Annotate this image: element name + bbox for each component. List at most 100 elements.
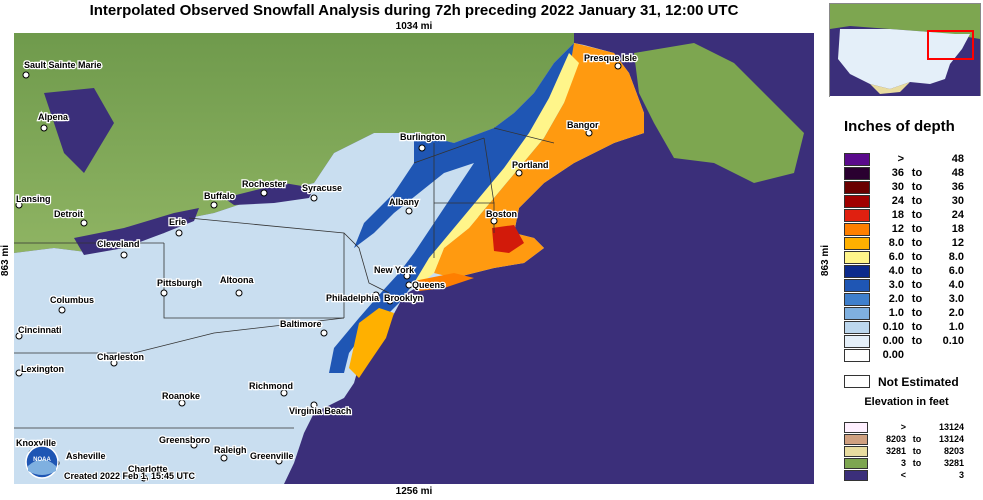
city-queens: Queens: [405, 279, 446, 291]
svg-text:Portland: Portland: [512, 160, 549, 170]
city-erie: Erie: [168, 216, 187, 237]
lake-huron: [44, 88, 114, 173]
maritimes-land: [634, 43, 804, 183]
city-rochester: Rochester: [241, 178, 288, 197]
legend-panel: Inches of depth >48 36 to 48 30 to 36 24 to 30…: [830, 96, 983, 500]
legend-title: Inches of depth: [844, 118, 955, 135]
svg-text:Greensboro: Greensboro: [159, 435, 211, 445]
city-new-york: New York: [373, 264, 416, 280]
legend-swatch: [844, 422, 868, 433]
legend-swatch: [844, 223, 870, 236]
snowfall-map[interactable]: Sault Sainte Marie Presque Isle Alpena B…: [14, 33, 814, 484]
city-lexington: Lexington: [15, 363, 65, 377]
city-charleston: Charleston: [96, 351, 145, 367]
distance-label-top: 1034 mi: [395, 21, 433, 32]
city-syracuse: Syracuse: [301, 182, 343, 202]
svg-text:Alpena: Alpena: [38, 112, 69, 122]
legend-swatch: [844, 321, 870, 334]
legend-swatch: [844, 209, 870, 222]
svg-text:Burlington: Burlington: [400, 132, 446, 142]
svg-text:Cincinnati: Cincinnati: [18, 325, 62, 335]
city-lansing: Lansing: [15, 193, 52, 209]
svg-text:Virginia Beach: Virginia Beach: [289, 406, 351, 416]
city-sault-sainte-marie: Sault Sainte Marie: [22, 59, 103, 79]
noaa-logo: NOAA: [25, 445, 59, 479]
city-charlotte: Charlotte: [127, 463, 169, 482]
svg-text:Erie: Erie: [169, 217, 186, 227]
svg-text:Richmond: Richmond: [249, 381, 293, 391]
svg-text:Pittsburgh: Pittsburgh: [157, 278, 202, 288]
inset-us: [838, 29, 970, 89]
legend-swatch: [844, 446, 868, 457]
legend-swatch: [844, 237, 870, 250]
svg-text:Syracuse: Syracuse: [302, 183, 342, 193]
legend-swatch: [844, 195, 870, 208]
svg-text:Lansing: Lansing: [16, 194, 51, 204]
city-virginia-beach: Virginia Beach: [288, 401, 353, 417]
city-portland: Portland: [511, 159, 550, 177]
legend-swatch: [844, 251, 870, 264]
lake-ontario: [224, 183, 314, 205]
svg-text:Roanoke: Roanoke: [162, 391, 200, 401]
city-bangor: Bangor: [566, 119, 600, 137]
snow-band-red: [492, 225, 524, 253]
city-greensboro: Greensboro: [158, 434, 212, 449]
svg-text:Queens: Queens: [412, 280, 445, 290]
legend-swatch: [844, 375, 870, 388]
distance-label-left: 863 mi: [0, 244, 12, 277]
svg-text:Greenville: Greenville: [250, 451, 294, 461]
svg-text:Bangor: Bangor: [567, 120, 599, 130]
city-richmond: Richmond: [248, 380, 294, 397]
city-cincinnati: Cincinnati: [15, 324, 63, 340]
svg-text:Albany: Albany: [389, 197, 419, 207]
svg-text:Presque Isle: Presque Isle: [584, 53, 637, 63]
svg-text:Altoona: Altoona: [220, 275, 254, 285]
city-buffalo: Buffalo: [203, 190, 237, 209]
svg-text:New York: New York: [374, 265, 415, 275]
legend-swatch: [844, 470, 868, 481]
svg-text:Charleston: Charleston: [97, 352, 144, 362]
map-title: Interpolated Observed Snowfall Analysis …: [89, 2, 739, 19]
legend-swatch: [844, 167, 870, 180]
legend-swatch: [844, 279, 870, 292]
city-brooklyn: Brooklyn: [383, 292, 424, 305]
inset-focus-box: [927, 30, 974, 60]
svg-text:Brooklyn: Brooklyn: [384, 293, 423, 303]
city-alpena: Alpena: [37, 111, 70, 132]
snow-band-longisland: [414, 273, 474, 291]
svg-text:Sault Sainte Marie: Sault Sainte Marie: [24, 60, 102, 70]
elevation-legend-title: Elevation in feet: [864, 396, 949, 408]
city-columbus: Columbus: [49, 294, 95, 314]
city-greenville: Greenville: [249, 450, 295, 465]
snow-band-yellow: [414, 53, 579, 283]
svg-text:NOAA: NOAA: [33, 457, 51, 463]
legend-swatch: [844, 307, 870, 320]
legend-swatch: [844, 265, 870, 278]
legend-swatch: [844, 153, 870, 166]
inset-overview-map[interactable]: [829, 3, 981, 97]
svg-text:Baltimore: Baltimore: [280, 319, 322, 329]
city-roanoke: Roanoke: [161, 390, 201, 407]
svg-text:Charlotte: Charlotte: [128, 464, 168, 474]
city-raleigh: Raleigh: [213, 444, 248, 462]
city-albany: Albany: [388, 196, 420, 215]
svg-text:Asheville: Asheville: [66, 451, 106, 461]
svg-text:Rochester: Rochester: [242, 179, 287, 189]
city-detroit: Detroit: [53, 208, 88, 227]
svg-text:Columbus: Columbus: [50, 295, 94, 305]
distance-label-bottom: 1256 mi: [395, 486, 433, 497]
svg-text:Boston: Boston: [486, 209, 517, 219]
legend-swatch: [844, 458, 868, 469]
city-cleveland: Cleveland: [96, 238, 141, 259]
svg-text:Detroit: Detroit: [54, 209, 83, 219]
city-burlington: Burlington: [399, 131, 447, 152]
legend-swatch: [844, 293, 870, 306]
svg-text:Raleigh: Raleigh: [214, 445, 247, 455]
svg-text:Philadelphia: Philadelphia: [326, 293, 380, 303]
city-boston: Boston: [485, 208, 518, 225]
legend-swatch: [844, 335, 870, 348]
snow-band-blue: [329, 43, 584, 373]
city-baltimore: Baltimore: [279, 318, 328, 337]
legend-swatch: [844, 181, 870, 194]
canada-land: [14, 33, 574, 253]
